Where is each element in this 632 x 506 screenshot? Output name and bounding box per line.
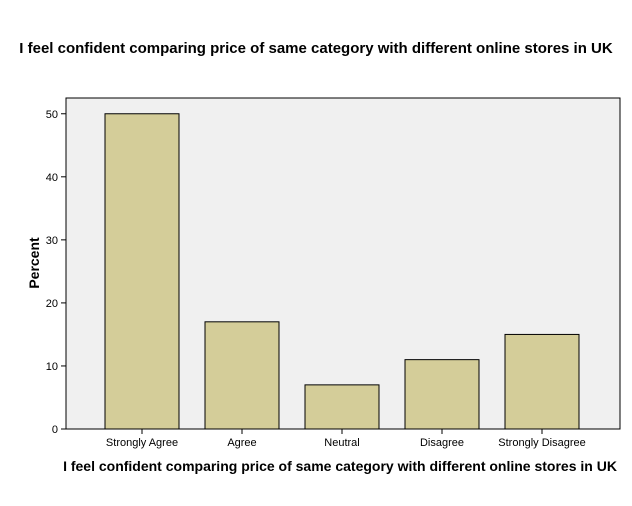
bar-strongly-agree <box>104 113 180 430</box>
x-tick-label: Disagree <box>420 437 464 449</box>
y-tick-label: 30 <box>46 235 58 247</box>
x-tick-label: Strongly Disagree <box>498 437 585 449</box>
y-tick-label: 0 <box>52 424 58 436</box>
x-tick-label: Strongly Agree <box>106 437 178 449</box>
x-tick-label: Agree <box>227 437 256 449</box>
y-tick-label: 10 <box>46 361 58 373</box>
y-tick-label: 20 <box>46 298 58 310</box>
y-tick-label: 50 <box>46 109 58 121</box>
bars <box>104 113 580 430</box>
x-axis-label: I feel confident comparing price of same… <box>63 458 617 474</box>
x-axis: Strongly Agree Agree Neutral Disagree Strong… <box>106 429 586 449</box>
y-axis-label: Percent <box>26 237 42 289</box>
bar-strongly-disagree <box>504 333 580 430</box>
bar-agree <box>204 321 280 430</box>
x-tick-label: Neutral <box>324 437 359 449</box>
chart-title: I feel confident comparing price of same… <box>19 40 613 57</box>
y-axis: 0 10 20 30 40 50 <box>46 109 66 436</box>
bar-neutral <box>304 384 380 430</box>
y-tick-label: 40 <box>46 172 58 184</box>
bar-disagree <box>404 359 480 430</box>
